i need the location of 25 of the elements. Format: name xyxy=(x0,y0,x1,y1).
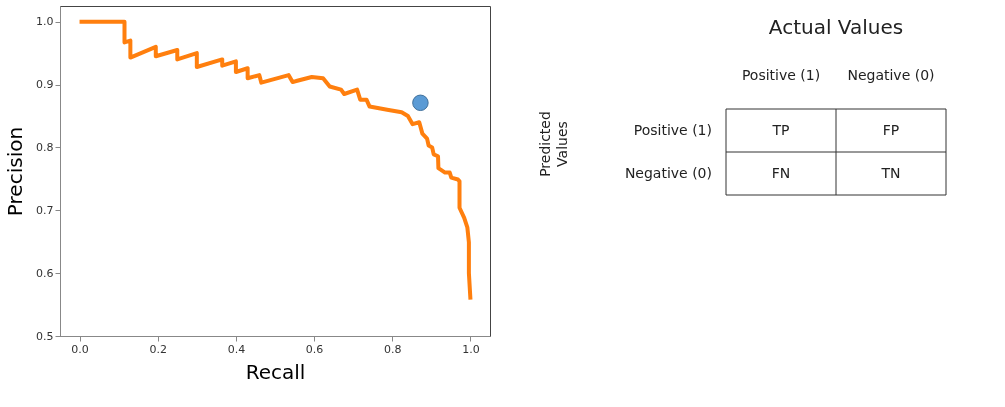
category-label: Positive (1) xyxy=(741,67,821,83)
text: Predicted Values xyxy=(537,111,570,177)
y-tick-label: 0.7 xyxy=(36,203,54,217)
y-tick-label: 0.6 xyxy=(36,266,54,280)
category-label: Positive (1) xyxy=(633,121,712,138)
x-tick-label: 0.6 xyxy=(305,342,324,356)
x-tick-label: 1.0 xyxy=(462,342,480,356)
category-label: Negative (0) xyxy=(847,67,935,83)
text: Actual Values xyxy=(768,15,904,39)
y-tick-label: 0.9 xyxy=(36,78,54,92)
x-tick-label: 0.4 xyxy=(227,342,246,356)
y-tick-label: 0.5 xyxy=(36,329,54,343)
x-tick-label: 0.8 xyxy=(384,342,402,356)
y-axis-title: Precision xyxy=(3,126,28,217)
line-series xyxy=(77,19,473,302)
text: FP xyxy=(882,121,900,138)
text: TN xyxy=(881,164,901,181)
text: TP xyxy=(772,121,790,138)
text: FN xyxy=(771,164,791,181)
x-tick-label: 0.2 xyxy=(149,342,167,356)
x-tick-label: 0.0 xyxy=(71,342,89,356)
y-tick-label: 1.0 xyxy=(36,15,54,29)
x-axis-title: Recall xyxy=(245,359,306,384)
y-tick-label: 0.8 xyxy=(36,140,54,154)
category-label: Negative (0) xyxy=(624,164,712,181)
